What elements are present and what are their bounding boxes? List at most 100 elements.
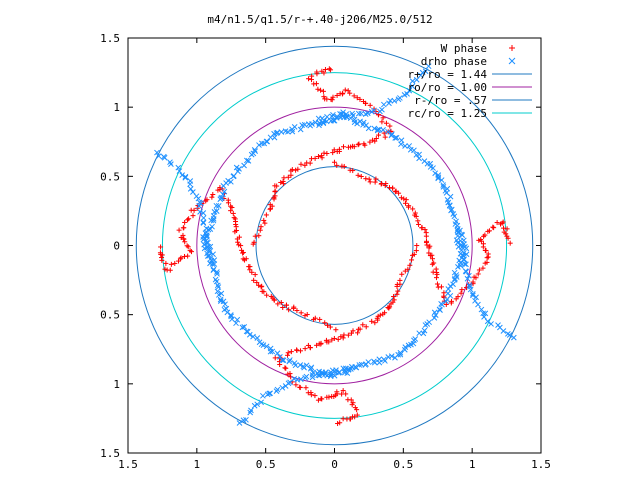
point-w-phase (385, 304, 391, 310)
legend-label: W phase (441, 42, 487, 55)
point-drho-phase (279, 384, 286, 391)
point-w-phase (382, 134, 388, 140)
point-drho-phase (302, 375, 309, 381)
point-drho-phase (336, 369, 343, 375)
point-w-phase (254, 280, 260, 286)
point-w-phase (484, 259, 490, 265)
point-drho-phase (215, 284, 222, 290)
point-w-phase (294, 347, 300, 353)
point-w-phase (343, 391, 349, 397)
point-w-phase (360, 322, 366, 328)
point-drho-phase (328, 369, 334, 376)
point-drho-phase (411, 147, 417, 154)
point-drho-phase (278, 129, 285, 135)
point-w-phase (380, 115, 386, 121)
point-w-phase (328, 67, 334, 73)
point-w-phase (182, 239, 188, 245)
point-w-phase (264, 292, 270, 298)
point-drho-phase (282, 383, 289, 389)
point-drho-phase (315, 372, 322, 379)
point-w-phase (396, 190, 402, 196)
point-w-phase (426, 250, 432, 256)
point-w-phase (355, 172, 361, 178)
point-w-phase (272, 355, 278, 361)
point-w-phase (256, 233, 262, 239)
point-w-phase (314, 69, 320, 75)
point-w-phase (331, 159, 337, 165)
point-w-phase (305, 342, 311, 348)
point-w-phase (293, 382, 299, 388)
point-drho-phase (263, 343, 270, 350)
point-drho-phase (451, 277, 458, 283)
point-w-phase (363, 324, 369, 330)
point-drho-phase (488, 321, 494, 327)
point-drho-phase (353, 364, 360, 371)
point-w-phase (331, 335, 337, 341)
point-w-phase (285, 350, 291, 356)
point-w-phase (342, 87, 348, 93)
point-w-phase (274, 183, 280, 189)
point-drho-phase (251, 402, 258, 409)
point-w-phase (252, 272, 258, 278)
point-w-phase (427, 253, 433, 259)
point-w-phase (504, 226, 510, 232)
point-w-phase (324, 339, 330, 345)
point-drho-phase (451, 213, 458, 220)
point-w-phase (341, 332, 347, 338)
point-drho-phase (467, 286, 474, 293)
point-w-phase (240, 256, 246, 262)
point-w-phase (430, 256, 436, 262)
point-w-phase (184, 243, 190, 249)
point-w-phase (280, 179, 286, 185)
point-drho-phase (291, 360, 298, 366)
point-drho-phase (354, 120, 360, 127)
point-w-phase (366, 176, 372, 182)
point-w-phase (351, 144, 357, 150)
point-drho-phase (392, 135, 399, 141)
point-w-phase (499, 220, 505, 226)
point-w-phase (324, 150, 330, 156)
point-drho-phase (217, 298, 224, 304)
point-w-phase (484, 255, 490, 261)
point-w-phase (416, 221, 422, 227)
point-drho-phase (160, 153, 167, 160)
point-drho-phase (413, 76, 420, 83)
y-tick-label: 0.5 (100, 309, 120, 322)
point-drho-phase (343, 113, 350, 120)
point-w-phase (475, 271, 481, 277)
point-w-phase (259, 288, 265, 294)
point-w-phase (318, 396, 324, 402)
point-w-phase (283, 302, 289, 308)
point-drho-phase (380, 127, 386, 133)
point-w-phase (403, 197, 409, 203)
point-w-phase (308, 392, 314, 398)
point-drho-phase (388, 353, 395, 359)
point-w-phase (176, 258, 182, 264)
point-drho-phase (450, 281, 456, 288)
point-w-phase (236, 234, 242, 240)
point-drho-phase (264, 138, 271, 145)
point-w-phase (181, 225, 187, 231)
point-w-phase (361, 99, 367, 105)
point-drho-phase (397, 351, 404, 358)
point-w-phase (285, 352, 291, 358)
point-drho-phase (228, 178, 234, 185)
point-w-phase (288, 172, 294, 178)
point-drho-phase (211, 257, 218, 263)
point-drho-phase (419, 69, 426, 76)
point-drho-phase (200, 210, 207, 216)
point-w-phase (316, 341, 322, 347)
point-w-phase (293, 167, 299, 173)
point-drho-phase (438, 177, 445, 183)
point-drho-phase (416, 330, 423, 337)
point-w-phase (324, 322, 330, 328)
point-drho-phase (463, 261, 469, 268)
circle-3 (161, 72, 508, 419)
x-tick-label: 0 (331, 458, 338, 471)
point-w-phase (376, 132, 382, 138)
point-w-phase (350, 168, 356, 174)
point-w-phase (181, 236, 187, 242)
point-w-phase (406, 204, 412, 210)
point-drho-phase (320, 119, 327, 126)
